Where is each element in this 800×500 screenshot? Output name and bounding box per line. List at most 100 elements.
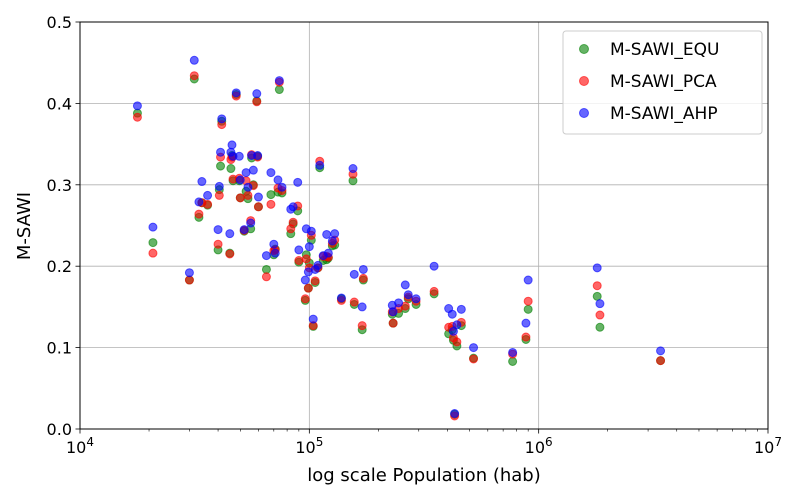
data-point: [388, 307, 398, 317]
data-point: [308, 314, 318, 324]
data-point: [521, 332, 531, 342]
data-point: [394, 298, 404, 308]
data-point: [336, 293, 346, 303]
data-point: [235, 175, 245, 185]
data-point: [246, 218, 256, 228]
y-tick-label: 0.5: [47, 13, 72, 32]
data-point: [469, 343, 479, 353]
data-point: [403, 290, 413, 300]
data-point: [194, 209, 204, 219]
data-point: [450, 409, 460, 419]
y-tick-label: 0.0: [47, 420, 72, 439]
data-point: [261, 272, 271, 282]
data-point: [592, 263, 602, 273]
data-point: [349, 297, 359, 307]
data-point: [452, 337, 462, 347]
data-point: [248, 165, 258, 175]
data-point: [235, 193, 245, 203]
data-point: [469, 354, 479, 364]
data-point: [592, 291, 602, 301]
data-point: [216, 147, 226, 157]
data-point: [189, 71, 199, 81]
data-point: [293, 177, 303, 187]
data-point: [261, 264, 271, 274]
data-point: [225, 249, 235, 259]
data-point: [523, 296, 533, 306]
data-point: [261, 251, 271, 261]
data-point: [217, 114, 227, 124]
x-axis-label: log scale Population (hab): [307, 465, 540, 486]
data-point: [253, 150, 263, 160]
data-point: [197, 177, 207, 187]
axis-ticks: 104 105 106 107 0.0 0.1 0.2 0.3 0.4 0.5: [47, 13, 782, 457]
legend-box: [562, 30, 763, 135]
y-tick-label: 0.1: [47, 339, 72, 358]
x-tick-label: 107: [754, 435, 782, 457]
data-point: [269, 239, 279, 249]
data-point: [226, 164, 236, 174]
x-tick-label: 104: [66, 435, 94, 457]
data-point: [288, 217, 298, 227]
data-point: [132, 101, 142, 111]
data-point: [327, 236, 337, 246]
data-point: [349, 269, 359, 279]
data-point: [252, 97, 262, 107]
plot-frame: [79, 21, 769, 430]
data-point: [234, 151, 244, 161]
data-point: [184, 268, 194, 278]
data-point: [358, 264, 368, 274]
data-point: [595, 299, 605, 309]
data-point: [300, 275, 310, 285]
data-point: [388, 318, 398, 328]
data-point: [306, 226, 316, 236]
y-tick-label: 0.3: [47, 176, 72, 195]
legend-marker: [579, 44, 589, 54]
data-point: [203, 190, 213, 200]
data-point: [189, 55, 199, 65]
data-point: [253, 202, 263, 212]
data-point: [227, 140, 237, 150]
data-point: [452, 320, 462, 330]
legend-marker: [579, 108, 589, 118]
data-point: [592, 281, 602, 291]
legend: M-SAWI_EQU M-SAWI_PCA M-SAWI_AHP: [562, 30, 763, 135]
data-point: [456, 304, 466, 314]
x-tick-label: 106: [525, 435, 553, 457]
data-point: [508, 347, 518, 357]
data-point: [595, 322, 605, 332]
data-point: [274, 85, 284, 95]
data-point: [315, 160, 325, 170]
y-tick-label: 0.4: [47, 94, 72, 113]
legend-marker: [579, 76, 589, 86]
data-point: [330, 229, 340, 239]
data-point: [294, 245, 304, 255]
data-point: [300, 294, 310, 304]
data-point: [323, 248, 333, 258]
data-point: [184, 275, 194, 285]
data-point: [656, 346, 666, 356]
data-point: [214, 190, 224, 200]
data-point: [400, 280, 410, 290]
data-point: [243, 190, 253, 200]
data-point: [148, 238, 158, 248]
series-M-SAWI_AHP: [132, 55, 666, 419]
data-point: [521, 318, 531, 328]
data-point: [148, 248, 158, 258]
data-point: [148, 222, 158, 232]
y-tick-label: 0.2: [47, 257, 72, 276]
data-point: [301, 254, 311, 264]
data-point: [194, 197, 204, 207]
data-point: [304, 242, 314, 252]
data-point: [358, 273, 368, 283]
data-point: [266, 168, 276, 178]
data-point: [225, 229, 235, 239]
legend-label: M-SAWI_AHP: [610, 104, 718, 124]
data-point: [595, 310, 605, 320]
data-point: [288, 202, 298, 212]
data-point: [656, 356, 666, 366]
data-point: [429, 286, 439, 296]
legend-label: M-SAWI_EQU: [610, 40, 720, 60]
data-point: [239, 225, 249, 235]
data-point: [322, 229, 332, 239]
